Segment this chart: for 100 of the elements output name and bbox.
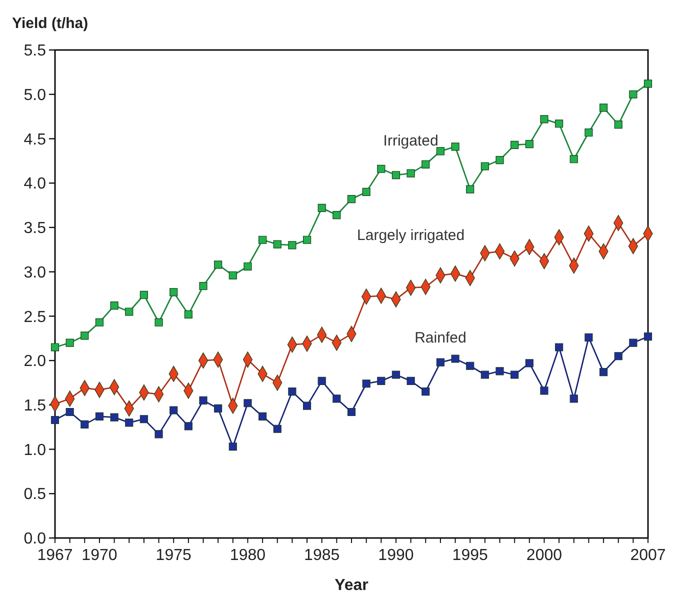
point [584,128,593,137]
point [436,358,444,366]
point [525,140,534,148]
point [244,262,252,271]
y-tick-label: 4.0 [24,176,46,193]
point [466,185,474,194]
point [406,376,415,385]
point [80,420,89,428]
point [644,80,652,88]
point [318,376,326,385]
y-tick-label: 3.0 [24,264,46,282]
x-tick-label: 2007 [630,547,666,564]
point [362,380,370,388]
point [362,188,370,196]
y-tick-label: 3.5 [24,220,46,238]
point [347,408,356,416]
point [510,140,519,149]
y-tick-label: 0.0 [24,530,46,548]
y-axis-title: Yield (t/ha) [12,15,88,32]
point [125,308,134,316]
y-tick-label: 1.5 [24,398,46,415]
point [66,408,74,416]
x-tick-label: 1985 [304,547,340,564]
point [125,418,134,427]
point [258,412,267,420]
point [510,370,519,379]
point [422,160,430,168]
point [496,367,504,376]
x-axis-title: Year [334,577,368,594]
point [392,171,400,180]
point [614,352,622,360]
y-tick-label: 0.5 [24,486,46,504]
point [555,343,564,352]
point [540,386,548,395]
point [570,155,578,164]
point [347,195,356,204]
point [66,338,74,347]
point [629,90,638,98]
point [466,362,474,370]
point [644,332,652,341]
point [599,104,608,112]
point [614,120,622,129]
point [451,142,460,151]
point [584,333,593,342]
y-tick-label: 5.0 [24,86,46,104]
series-label: Irrigated [383,132,438,150]
point [540,115,548,124]
point [228,442,237,451]
point [184,310,192,318]
point [80,332,89,340]
point [50,416,60,424]
point [50,343,60,352]
series-label: Rainfed [414,329,466,346]
point [184,422,192,430]
x-tick-label: 1980 [230,547,266,564]
point [555,120,564,128]
point [377,376,386,385]
y-tick-label: 4.5 [24,131,46,148]
point [377,164,386,173]
point [110,413,118,422]
point [288,388,296,396]
point [436,147,444,156]
point [95,412,104,420]
x-tick-label: 1975 [156,547,192,564]
point [140,415,148,424]
point [422,388,430,396]
y-tick-label: 5.5 [24,42,46,60]
x-tick-label: 1990 [378,547,414,564]
x-tick-label: 1995 [452,547,488,564]
point [95,318,104,326]
point [214,404,222,412]
series-label: Largely irrigated [357,226,465,244]
point [302,236,312,244]
y-tick-label: 2.0 [24,353,46,370]
x-tick-label: 2000 [526,547,562,564]
point [599,368,608,376]
point [302,402,312,410]
point [170,288,178,296]
point [199,396,208,405]
point [406,169,415,178]
point [525,359,534,368]
point [273,240,282,248]
point [480,370,489,379]
point [451,354,460,363]
point [154,318,163,326]
x-tick-label: 1967 [37,547,73,564]
point [228,271,237,280]
point [629,338,638,347]
y-tick-label: 1.0 [24,442,46,459]
point [318,204,326,212]
x-tick-label: 1970 [82,547,118,564]
point [496,156,504,164]
point [273,424,282,433]
point [392,370,400,379]
point [480,162,489,170]
point [332,394,341,403]
point [244,399,252,408]
point [199,282,208,290]
point [110,301,118,310]
point [214,260,222,269]
